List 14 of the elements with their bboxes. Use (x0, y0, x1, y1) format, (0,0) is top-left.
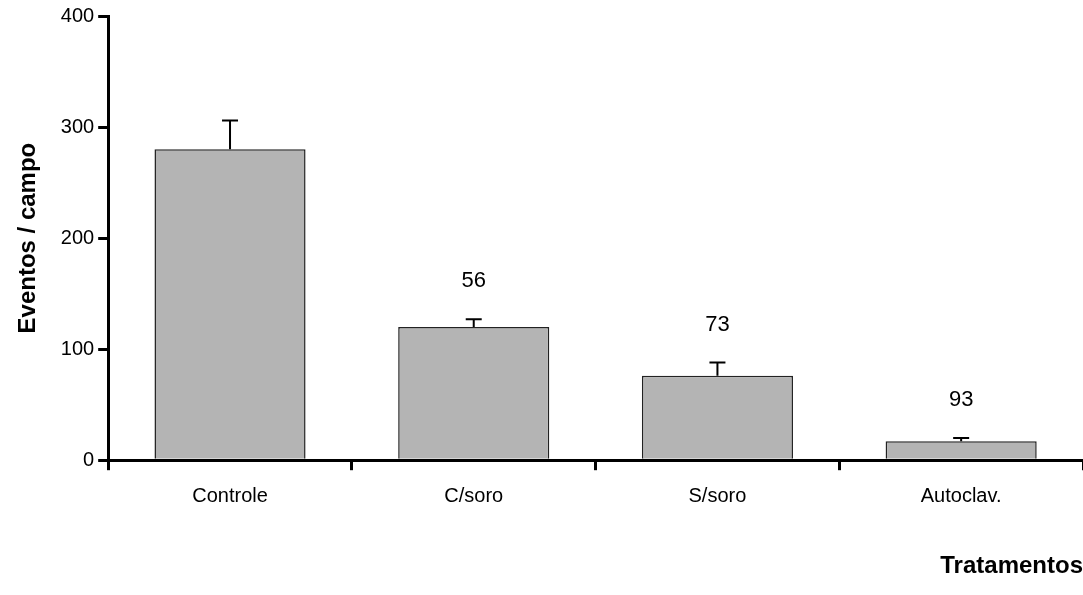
annotation: 93 (948, 386, 974, 412)
y-tick-label: 200 (60, 225, 95, 248)
x-tick-label: Controle (192, 483, 268, 506)
x-tick-label: C/soro (444, 483, 504, 506)
y-axis-title: Eventos / campo (13, 142, 41, 334)
x-tick-label: Autoclav. (920, 483, 1002, 506)
y-tick-label: 100 (60, 336, 95, 359)
y-tick-label: 400 (60, 3, 95, 26)
annotation: 73 (705, 310, 730, 336)
x-axis-title: Tratamentos (940, 551, 1083, 579)
y-tick-label: 0 (83, 447, 95, 470)
annotation: 56 (461, 267, 486, 293)
x-tick-label: S/soro (688, 483, 747, 506)
y-tick-label: 300 (60, 114, 95, 137)
